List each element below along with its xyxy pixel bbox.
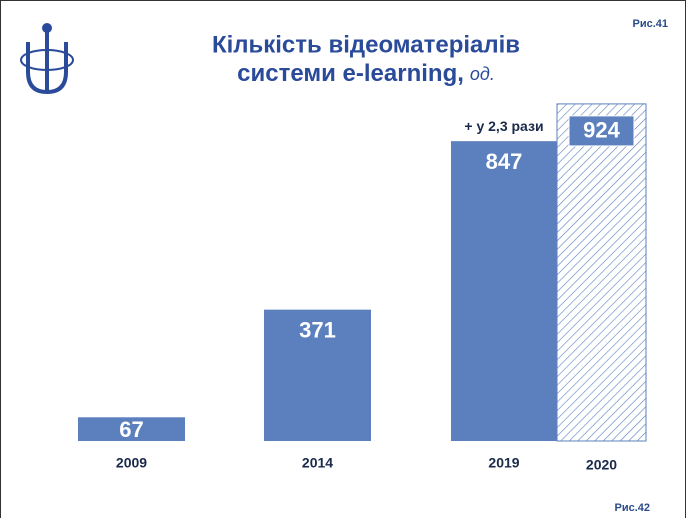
title-unit: од. [470, 64, 495, 84]
value-box [568, 115, 635, 147]
x-tick-label: 2020 [586, 457, 617, 473]
x-tick-label: 2019 [488, 455, 519, 471]
bar [264, 309, 371, 441]
bar [451, 141, 557, 442]
x-tick-label: 2009 [116, 455, 147, 471]
chart-title: Кількість відеоматеріалів [212, 31, 520, 58]
bar [78, 417, 185, 441]
chart-title: системи e-learning, од. [237, 60, 495, 87]
figure-label: Рис.42 [614, 502, 650, 514]
value-label: 67 [119, 417, 143, 442]
annotation: + у 2,3 рази [464, 118, 543, 134]
title-line: системи e-learning, [237, 60, 464, 87]
value-label: 924 [583, 118, 620, 143]
value-label: 847 [486, 149, 523, 174]
logo [20, 23, 74, 95]
x-tick-label: 2014 [302, 455, 333, 471]
figure-label: Рис.41 [632, 18, 668, 30]
value-label: 371 [299, 317, 336, 342]
bar [556, 103, 647, 442]
